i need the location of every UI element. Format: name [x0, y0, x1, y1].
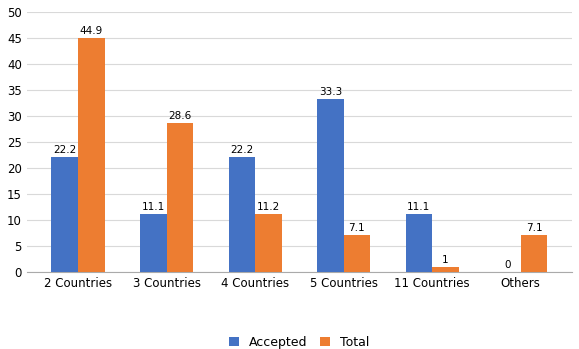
- Text: 0: 0: [504, 260, 511, 270]
- Bar: [52, 157, 78, 272]
- Bar: [343, 235, 370, 272]
- Bar: [432, 267, 459, 272]
- Text: 33.3: 33.3: [318, 87, 342, 97]
- Text: 11.2: 11.2: [256, 202, 280, 212]
- Legend: Accepted, Total: Accepted, Total: [229, 336, 369, 349]
- Text: 7.1: 7.1: [526, 223, 543, 233]
- Bar: [229, 157, 255, 272]
- Text: 11.1: 11.1: [142, 202, 165, 212]
- Bar: [255, 214, 281, 272]
- Text: 22.2: 22.2: [230, 144, 254, 155]
- Text: 7.1: 7.1: [349, 223, 365, 233]
- Text: 22.2: 22.2: [53, 144, 76, 155]
- Text: 1: 1: [442, 255, 449, 265]
- Bar: [317, 99, 343, 272]
- Bar: [406, 214, 432, 272]
- Bar: [140, 214, 167, 272]
- Bar: [167, 123, 193, 272]
- Text: 28.6: 28.6: [168, 111, 192, 121]
- Bar: [521, 235, 547, 272]
- Text: 11.1: 11.1: [407, 202, 431, 212]
- Bar: [78, 38, 105, 272]
- Text: 44.9: 44.9: [80, 27, 103, 36]
